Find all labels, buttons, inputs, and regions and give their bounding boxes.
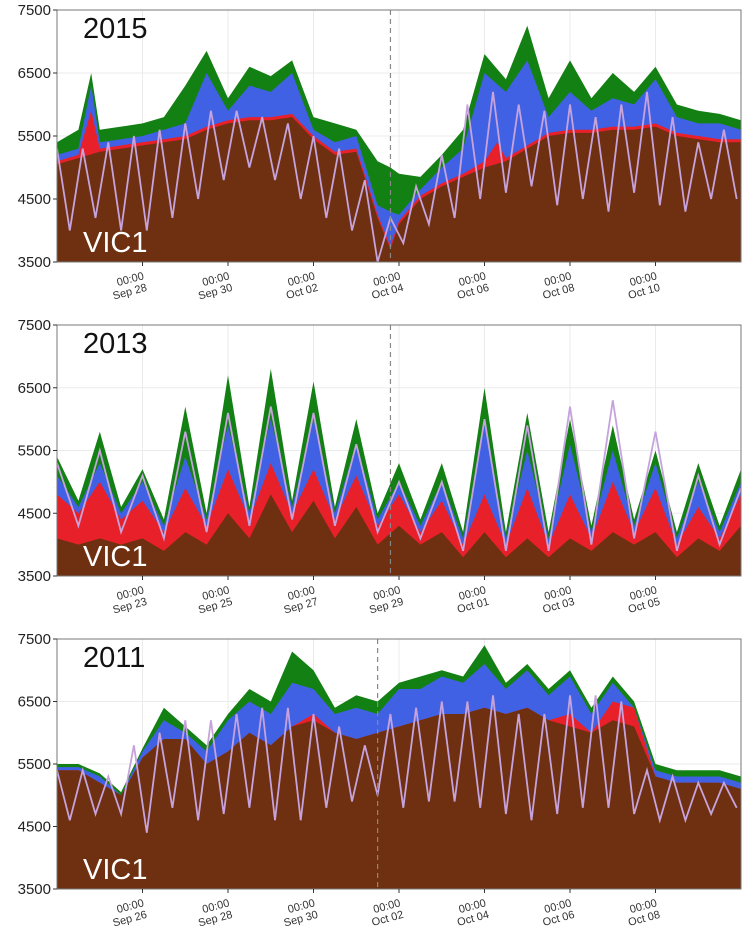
- y-tick-label: 6500: [18, 65, 51, 82]
- y-tick-label: 5500: [18, 756, 51, 773]
- overlay-line: [57, 400, 741, 552]
- y-tick-label: 7500: [18, 631, 51, 648]
- y-tick-label: 4500: [18, 505, 51, 522]
- y-tick-label: 3500: [18, 881, 51, 898]
- overlay-line: [57, 695, 738, 833]
- y-tick-label: 7500: [18, 2, 51, 19]
- plot-area: [57, 639, 741, 889]
- y-tick-label: 3500: [18, 568, 51, 585]
- y-tick-label: 6500: [18, 380, 51, 397]
- plot-area: [57, 10, 741, 262]
- region-label: VIC1: [83, 541, 147, 573]
- y-tick-label: 4500: [18, 191, 51, 208]
- overlay-line: [57, 91, 738, 262]
- region-label: VIC1: [83, 854, 147, 886]
- region-label: VIC1: [83, 227, 147, 259]
- y-tick-label: 5500: [18, 443, 51, 460]
- panel-year-title: 2015: [83, 13, 148, 45]
- y-tick-label: 5500: [18, 128, 51, 145]
- panel-year-title: 2013: [83, 328, 148, 360]
- area-series-brown: [57, 707, 741, 889]
- panel-year-title: 2011: [83, 642, 145, 674]
- y-tick-label: 4500: [18, 819, 51, 836]
- area-series-brown: [57, 494, 741, 576]
- y-tick-label: 3500: [18, 254, 51, 271]
- y-tick-label: 6500: [18, 694, 51, 711]
- plot-area: [57, 325, 741, 576]
- y-tick-label: 7500: [18, 317, 51, 334]
